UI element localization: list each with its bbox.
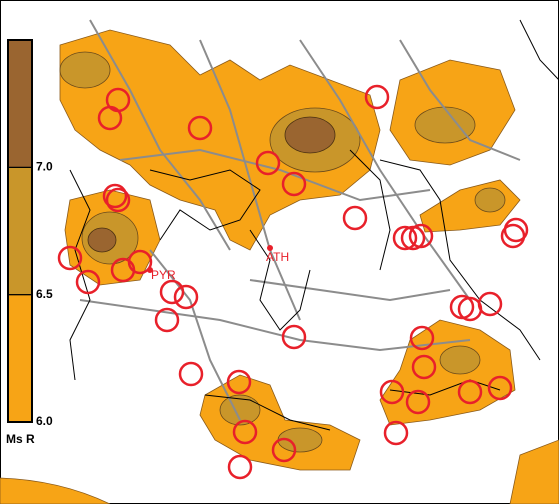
city-label: PYR	[151, 268, 176, 282]
city-label: ATH	[266, 250, 289, 264]
faults	[79, 19, 521, 421]
coastline	[69, 19, 559, 431]
city-dot	[147, 267, 153, 273]
legend-tick-label: 6.0	[36, 414, 53, 428]
legend-band	[7, 39, 33, 168]
legend-title: Ms R	[6, 432, 35, 446]
legend-tick-label: 6.5	[36, 287, 53, 301]
legend-band	[7, 294, 33, 423]
city-dot	[267, 245, 273, 251]
legend-band	[7, 166, 33, 296]
legend-tick-label: 7.0	[36, 160, 53, 174]
earthquakes	[57, 84, 529, 480]
